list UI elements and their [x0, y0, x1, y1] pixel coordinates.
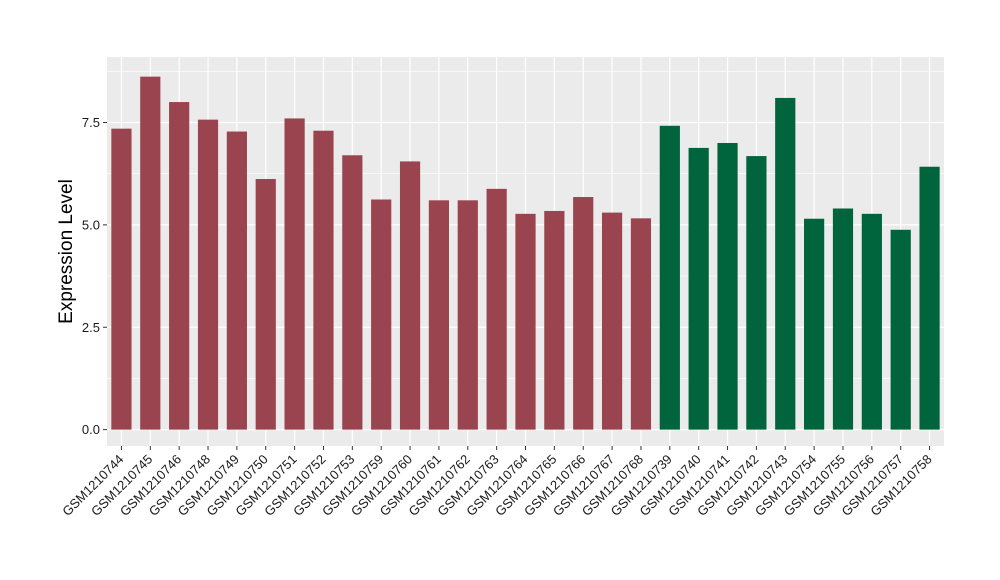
bar-GSM1210761 — [428, 200, 450, 430]
bar-GSM1210754 — [804, 218, 825, 430]
bar-GSM1210740 — [688, 147, 709, 430]
bar-GSM1210756 — [861, 213, 882, 430]
y-tick-label: 0.0 — [82, 422, 100, 437]
bar-GSM1210751 — [284, 118, 305, 430]
bar-GSM1210749 — [226, 131, 247, 430]
bar-GSM1210757 — [890, 229, 911, 430]
y-tick-label: 7.5 — [82, 115, 100, 130]
bar-GSM1210753 — [342, 155, 363, 430]
bar-GSM1210743 — [775, 97, 796, 430]
bar-GSM1210742 — [746, 156, 767, 430]
bar-GSM1210763 — [486, 188, 507, 430]
y-tick-label: 5.0 — [82, 217, 100, 232]
bar-GSM1210750 — [255, 179, 276, 430]
bar-GSM1210767 — [601, 212, 623, 430]
bar-GSM1210755 — [832, 208, 854, 430]
bar-GSM1210745 — [140, 76, 161, 430]
bar-GSM1210768 — [630, 218, 652, 430]
bar-GSM1210759 — [371, 199, 392, 430]
bar-GSM1210760 — [399, 161, 421, 430]
bar-GSM1210746 — [169, 102, 190, 430]
y-axis-title: Expression Level — [56, 179, 77, 324]
bar-GSM1210764 — [515, 213, 536, 430]
y-tick-label: 2.5 — [82, 320, 100, 335]
bar-GSM1210758 — [919, 166, 940, 430]
y-axis: 0.0 2.5 5.0 7.5 — [82, 115, 107, 437]
bar-GSM1210741 — [717, 142, 738, 430]
bar-GSM1210762 — [457, 200, 478, 430]
bar-GSM1210752 — [313, 130, 334, 430]
bar-GSM1210766 — [573, 197, 594, 430]
bars — [111, 76, 940, 430]
bar-GSM1210744 — [111, 128, 132, 430]
bar-GSM1210739 — [659, 125, 680, 430]
x-axis: GSM1210744GSM1210745GSM1210746GSM1210748… — [59, 446, 935, 519]
bar-GSM1210748 — [197, 119, 219, 430]
bar-GSM1210765 — [544, 210, 565, 430]
